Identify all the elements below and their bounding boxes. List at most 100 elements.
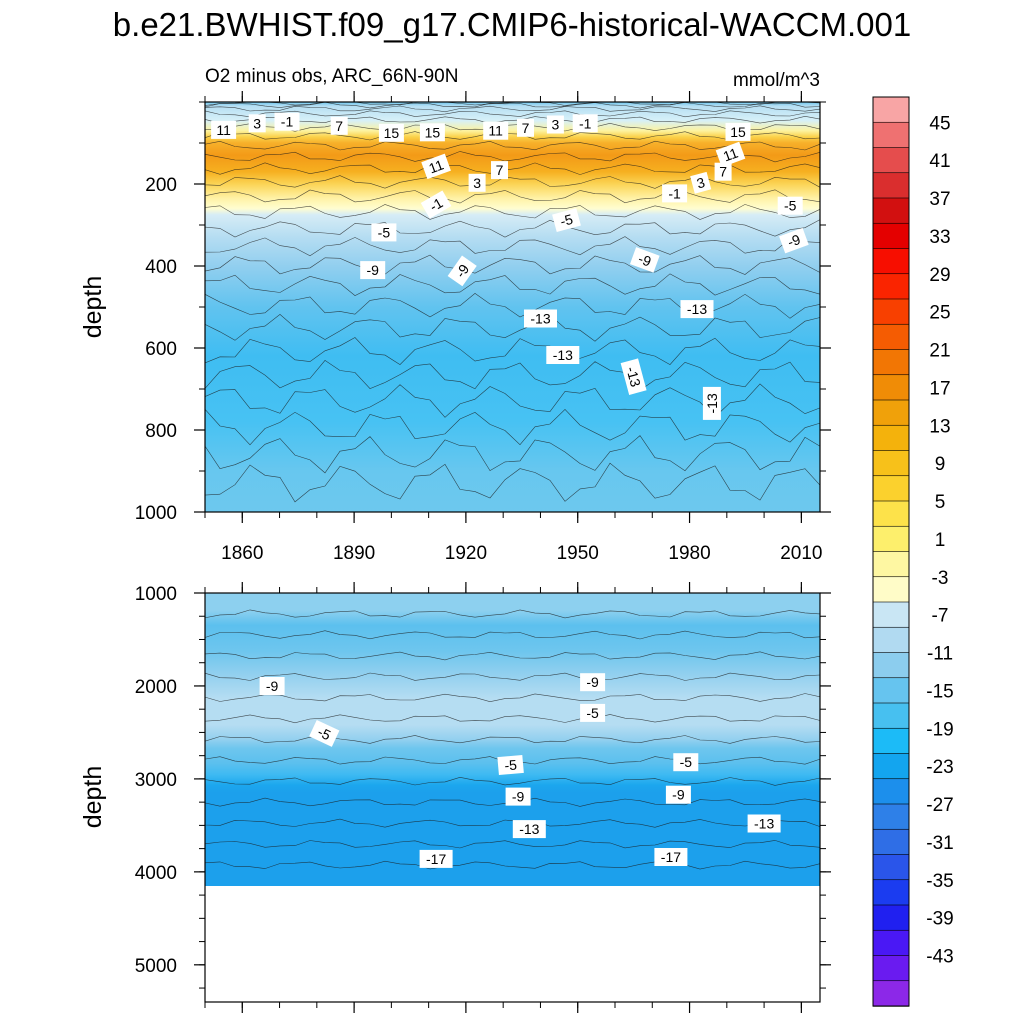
contour-label-text: -9 bbox=[636, 250, 653, 269]
x-tick-label: 1890 bbox=[333, 543, 375, 564]
contour-line bbox=[204, 672, 821, 681]
colorbar-swatch bbox=[872, 96, 910, 123]
contour-label: 3 bbox=[546, 115, 564, 134]
contour-label-text: 11 bbox=[721, 144, 740, 164]
contour-label: -1 bbox=[274, 112, 300, 131]
contour-label-text: 15 bbox=[384, 125, 400, 141]
contour-line bbox=[204, 254, 821, 275]
contour-label: 7 bbox=[491, 161, 508, 180]
colorbar-swatch bbox=[872, 677, 910, 704]
contour-line bbox=[204, 797, 821, 807]
contour-label-text: -9 bbox=[586, 674, 599, 690]
contour-label: -5 bbox=[371, 223, 397, 242]
contour-label-text: -5 bbox=[784, 198, 797, 214]
contour-label: 11 bbox=[483, 121, 509, 140]
colorbar-swatch bbox=[872, 323, 910, 351]
contour-label: 3 bbox=[468, 173, 486, 192]
x-tick-label: 1860 bbox=[221, 543, 263, 564]
contour-line bbox=[204, 435, 821, 474]
contour-label: -1 bbox=[662, 184, 688, 203]
y-tick-label: 1000 bbox=[135, 584, 177, 605]
contour-label-box bbox=[572, 114, 598, 133]
contour-label-box bbox=[505, 787, 531, 806]
contour-label-text: -5 bbox=[586, 705, 599, 721]
colorbar-label: -43 bbox=[926, 947, 953, 968]
contour-label-text: -9 bbox=[512, 789, 525, 805]
contour-label-box bbox=[777, 196, 803, 215]
y-tick-label: 2000 bbox=[135, 677, 177, 698]
contour-label-text: 7 bbox=[719, 164, 727, 180]
contour-label: -9 bbox=[505, 787, 531, 806]
colorbar-label: 17 bbox=[929, 378, 950, 399]
colorbar-frame bbox=[872, 96, 910, 1007]
contour-label: -9 bbox=[259, 677, 285, 695]
contour-label: -9 bbox=[665, 785, 691, 804]
contour-label: 15 bbox=[378, 123, 404, 142]
colorbar-swatch bbox=[872, 753, 910, 780]
contour-label: -13 bbox=[512, 820, 546, 839]
lower-x-axis bbox=[204, 582, 802, 1013]
colorbar-swatch bbox=[872, 399, 910, 426]
contour-label-box bbox=[665, 785, 691, 804]
colorbar-label: 37 bbox=[929, 189, 950, 210]
contour-label: -13 bbox=[524, 309, 557, 328]
contour-label-text: -5 bbox=[558, 211, 574, 230]
contour-label-box bbox=[552, 208, 581, 233]
contour-label-box bbox=[259, 677, 285, 695]
colorbar-swatch bbox=[872, 450, 910, 477]
colorbar-swatch bbox=[872, 904, 910, 931]
contour-label: -5 bbox=[552, 208, 581, 233]
contour-line bbox=[204, 337, 821, 365]
colorbar-swatch bbox=[872, 702, 910, 729]
contour-label: -5 bbox=[673, 753, 699, 772]
colorbar-label: -3 bbox=[932, 568, 949, 589]
contour-label-box bbox=[468, 173, 486, 192]
contour-label-text: 7 bbox=[522, 120, 530, 136]
contour-label-box bbox=[524, 309, 557, 328]
contour-line bbox=[204, 189, 821, 204]
contour-label-text: -1 bbox=[579, 115, 592, 131]
contour-label: -9 bbox=[629, 247, 660, 273]
contour-label-text: -13 bbox=[623, 365, 644, 389]
colorbar-swatch bbox=[872, 626, 910, 654]
contour-label: 3 bbox=[248, 114, 266, 133]
contour-label: 7 bbox=[330, 116, 348, 135]
colorbar-swatch bbox=[872, 929, 910, 957]
contour-label-box bbox=[360, 261, 386, 280]
contour-label-box bbox=[371, 223, 397, 242]
contour-label: 11 bbox=[211, 120, 237, 139]
colorbar-label: -7 bbox=[932, 606, 949, 627]
contour-label-box bbox=[580, 703, 606, 722]
lower-y-axis: 1000 2000 3000 4000 5000 bbox=[135, 584, 831, 989]
colorbar-swatch bbox=[872, 727, 910, 755]
contour-label: -1 bbox=[572, 114, 598, 133]
contour-label: -9 bbox=[447, 255, 477, 287]
colorbar-label: -15 bbox=[926, 681, 953, 702]
colorbar-swatch bbox=[872, 500, 910, 527]
contour-line bbox=[204, 609, 821, 619]
colorbar-label: 9 bbox=[935, 454, 946, 475]
contour-label-box bbox=[512, 820, 546, 839]
x-tick-label: 1980 bbox=[668, 543, 710, 564]
contour-label-box bbox=[580, 673, 606, 692]
colorbar-swatch bbox=[872, 121, 910, 149]
contour-label-text: -9 bbox=[266, 678, 279, 694]
contour-label-text: -13 bbox=[553, 347, 573, 363]
y-tick-label: 5000 bbox=[135, 956, 177, 977]
contour-label-box bbox=[420, 190, 452, 219]
colorbar-swatch bbox=[872, 374, 910, 401]
lower-plot-frame bbox=[204, 592, 821, 1003]
colorbar-swatch bbox=[872, 197, 910, 224]
contour-label-box bbox=[483, 121, 509, 140]
contour-line bbox=[204, 219, 821, 238]
colorbar-swatch bbox=[872, 222, 910, 250]
contour-label-text: 11 bbox=[427, 156, 446, 176]
colorbar-label: 5 bbox=[935, 492, 946, 513]
contour-line bbox=[204, 110, 821, 118]
contour-label-text: 15 bbox=[730, 124, 746, 140]
contour-label-text: -13 bbox=[754, 816, 774, 832]
chart-title: b.e21.BWHIST.f09_g17.CMIP6-historical-WA… bbox=[113, 6, 911, 43]
colorbar-label: -23 bbox=[926, 757, 953, 778]
contour-label-text: 3 bbox=[552, 117, 560, 133]
